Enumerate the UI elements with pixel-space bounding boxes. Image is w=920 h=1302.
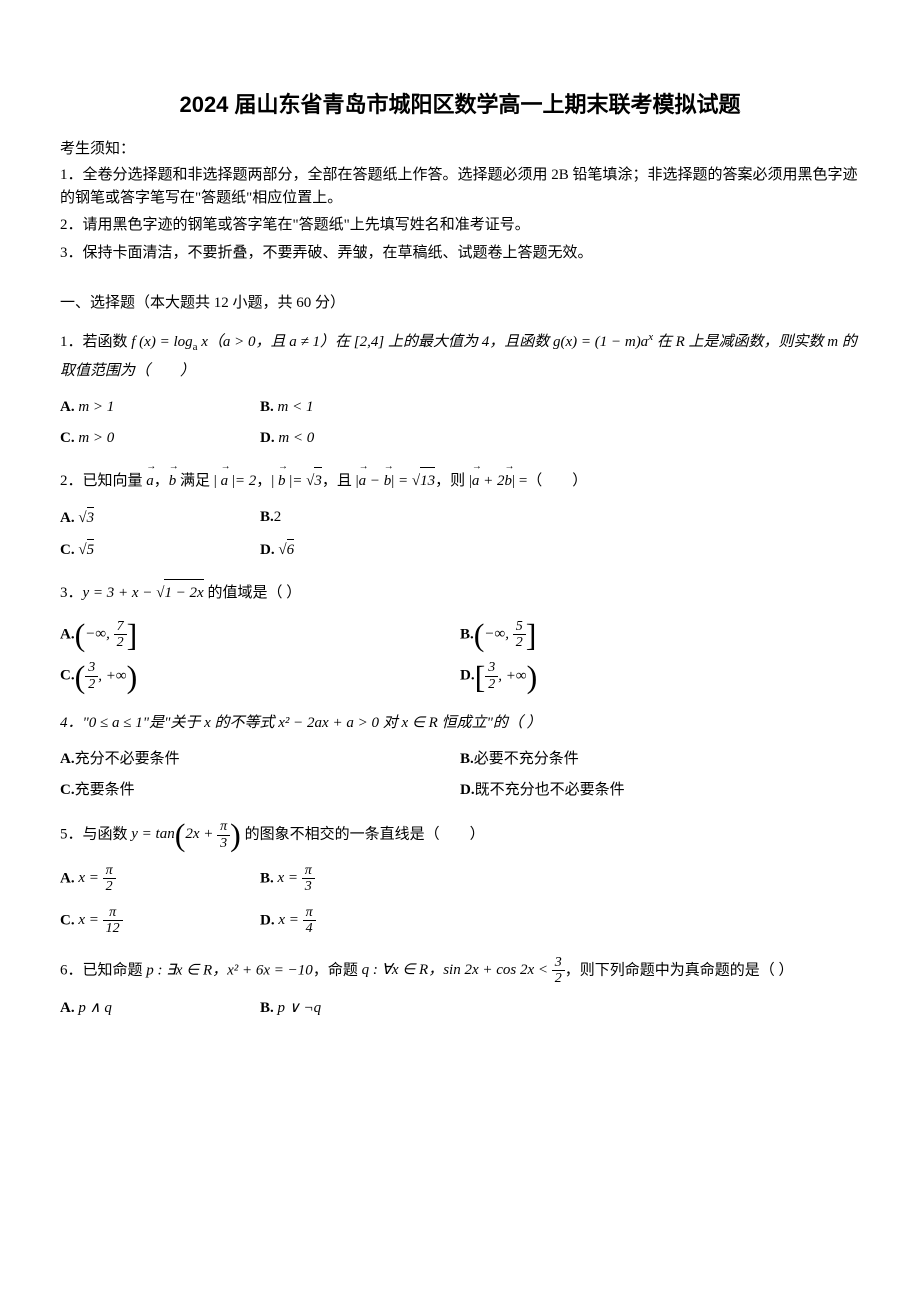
q3-options-row1: A.(−∞, 72] B.(−∞, 52] [60, 619, 860, 651]
question-4: 4．"0 ≤ a ≤ 1"是"关于 x 的不等式 x² − 2ax + a > … [60, 710, 860, 801]
q3-optA: A.(−∞, 72] [60, 619, 460, 651]
question-3: 3．y = 3 + x − √1 − 2x 的值域是（ ） A.(−∞, 72]… [60, 579, 860, 693]
q3-text: 3． [60, 585, 83, 601]
q6-optA: A. p ∧ q [60, 998, 260, 1019]
q3-stem: 3．y = 3 + x − √1 − 2x 的值域是（ ） [60, 579, 860, 607]
q3-text: 的值域是（ ） [204, 585, 302, 601]
exam-title: 2024 届山东省青岛市城阳区数学高一上期末联考模拟试题 [60, 90, 860, 121]
q2-optC: C. √5 [60, 539, 260, 561]
question-1: 1．若函数 f (x) = loga x（a > 0，且 a ≠ 1）在 [2,… [60, 328, 860, 449]
q6-q: q : ∀x ∈ R，sin 2x + cos 2x < 32 [362, 962, 565, 978]
q5-stem: 5．与函数 y = tan(2x + π3) 的图象不相交的一条直线是（ ） [60, 819, 860, 851]
question-5: 5．与函数 y = tan(2x + π3) 的图象不相交的一条直线是（ ） A… [60, 819, 860, 936]
q4-stem: 4．"0 ≤ a ≤ 1"是"关于 x 的不等式 x² − 2ax + a > … [60, 710, 860, 737]
q4-optB: B.必要不充分条件 [460, 749, 860, 770]
q1-fx: f (x) = loga [131, 334, 197, 350]
q1-optC: C. m > 0 [60, 428, 260, 449]
q5-optD: D. x = π4 [260, 905, 460, 937]
notice-item: 3．保持卡面清洁，不要折叠，不要弄破、弄皱，在草稿纸、试题卷上答题无效。 [60, 242, 860, 265]
q6-text: 6．已知命题 [60, 962, 146, 978]
section-header: 一、选择题（本大题共 12 小题，共 60 分） [60, 293, 860, 314]
q5-options-row2: C. x = π12 D. x = π4 [60, 905, 860, 937]
q5-options-row1: A. x = π2 B. x = π3 [60, 863, 860, 895]
q2-optB: B.2 [260, 507, 460, 529]
q3-optD: D.[32, +∞) [460, 660, 860, 692]
q6-optB: B. p ∨ ¬q [260, 998, 460, 1019]
q1-optA: A. m > 1 [60, 397, 260, 418]
q3-options-row2: C.(32, +∞) D.[32, +∞) [60, 660, 860, 692]
q4-options-row2: C.充要条件 D.既不充分也不必要条件 [60, 780, 860, 801]
notice-item: 1．全卷分选择题和非选择题两部分，全部在答题纸上作答。选择题必须用 2B 铅笔填… [60, 164, 860, 211]
q5-optA: A. x = π2 [60, 863, 260, 895]
q2-options-row2: C. √5 D. √6 [60, 539, 860, 561]
q4-optC: C.充要条件 [60, 780, 460, 801]
q4-optD: D.既不充分也不必要条件 [460, 780, 860, 801]
q5-optB: B. x = π3 [260, 863, 460, 895]
q1-options-row1: A. m > 1 B. m < 1 [60, 397, 860, 418]
q5-text: 的图象不相交的一条直线是（ ） [241, 826, 485, 842]
q2-stem: 2．已知向量 a，b 满足 | a |= 2，| b |= √3，且 |a − … [60, 467, 860, 495]
q2-optA: A. √3 [60, 507, 260, 529]
q2-options-row1: A. √3 B.2 [60, 507, 860, 529]
q5-text: 5．与函数 [60, 826, 131, 842]
q1-optB: B. m < 1 [260, 397, 460, 418]
q6-stem: 6．已知命题 p : ∃x ∈ R，x² + 6x = −10，命题 q : ∀… [60, 955, 860, 987]
q4-optA: A.充分不必要条件 [60, 749, 460, 770]
question-6: 6．已知命题 p : ∃x ∈ R，x² + 6x = −10，命题 q : ∀… [60, 955, 860, 1020]
q1-text: x（a > 0，且 a ≠ 1）在 [2,4] 上的最大值为 4，且函数 [198, 334, 553, 350]
q3-optB: B.(−∞, 52] [460, 619, 860, 651]
q2-optD: D. √6 [260, 539, 460, 561]
q1-gx: g(x) = (1 − m)ax [553, 334, 653, 350]
q2-text: 满足 [176, 473, 214, 489]
q4-options-row1: A.充分不必要条件 B.必要不充分条件 [60, 749, 860, 770]
notice-item: 2．请用黑色字迹的钢笔或答字笔在"答题纸"上先填写姓名和准考证号。 [60, 214, 860, 237]
q6-p: p : ∃x ∈ R，x² + 6x = −10 [146, 962, 313, 978]
q1-options-row2: C. m > 0 D. m < 0 [60, 428, 860, 449]
q6-text: ，则下列命题中为真命题的是（ ） [565, 962, 794, 978]
q5-optC: C. x = π12 [60, 905, 260, 937]
q6-options-row1: A. p ∧ q B. p ∨ ¬q [60, 998, 860, 1019]
q1-text: 1．若函数 [60, 334, 131, 350]
q2-text: 2．已知向量 [60, 473, 146, 489]
notice-header: 考生须知： [60, 139, 860, 160]
q6-text: ，命题 [313, 962, 362, 978]
q1-optD: D. m < 0 [260, 428, 460, 449]
question-2: 2．已知向量 a，b 满足 | a |= 2，| b |= √3，且 |a − … [60, 467, 860, 561]
q1-stem: 1．若函数 f (x) = loga x（a > 0，且 a ≠ 1）在 [2,… [60, 328, 860, 385]
q3-optC: C.(32, +∞) [60, 660, 460, 692]
